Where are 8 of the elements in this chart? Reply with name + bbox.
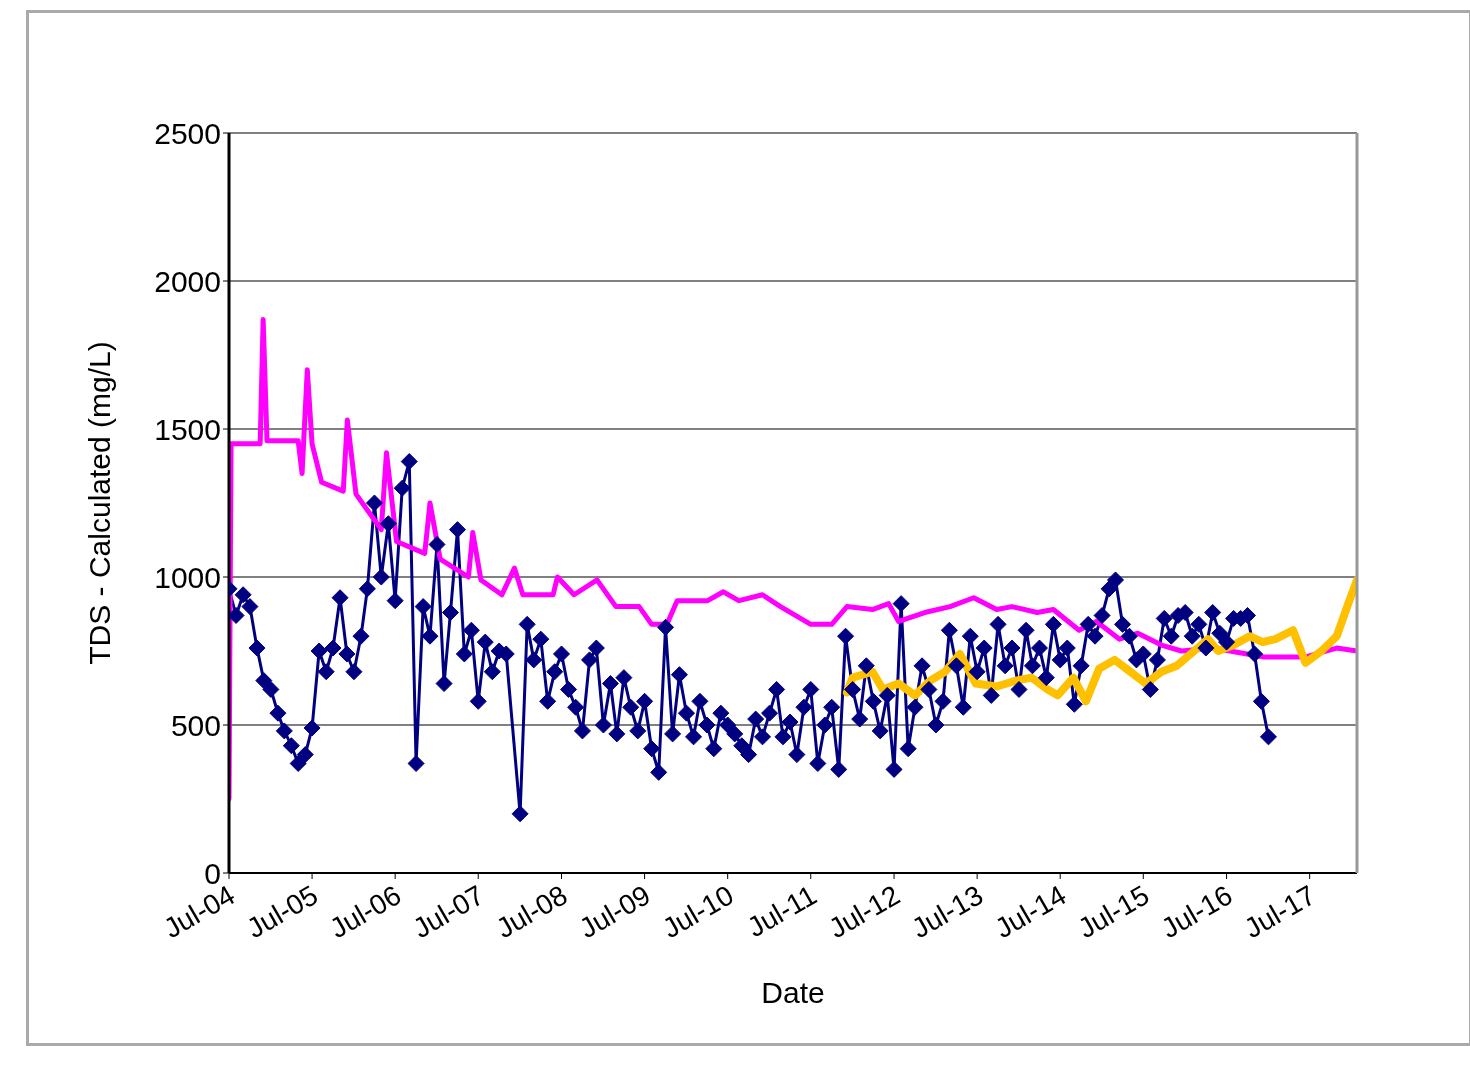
y-tick-label: 0 (204, 856, 221, 890)
x-axis-title: Date (761, 976, 825, 1009)
y-tick-label: 1500 (154, 412, 221, 446)
y-tick-label: 2000 (154, 264, 221, 298)
y-tick-label: 2500 (154, 116, 221, 150)
y-tick-label: 1000 (154, 560, 221, 594)
y-axis-title: TDS - Calculated (mg/L) (82, 341, 116, 665)
y-tick-label: 500 (170, 708, 221, 742)
